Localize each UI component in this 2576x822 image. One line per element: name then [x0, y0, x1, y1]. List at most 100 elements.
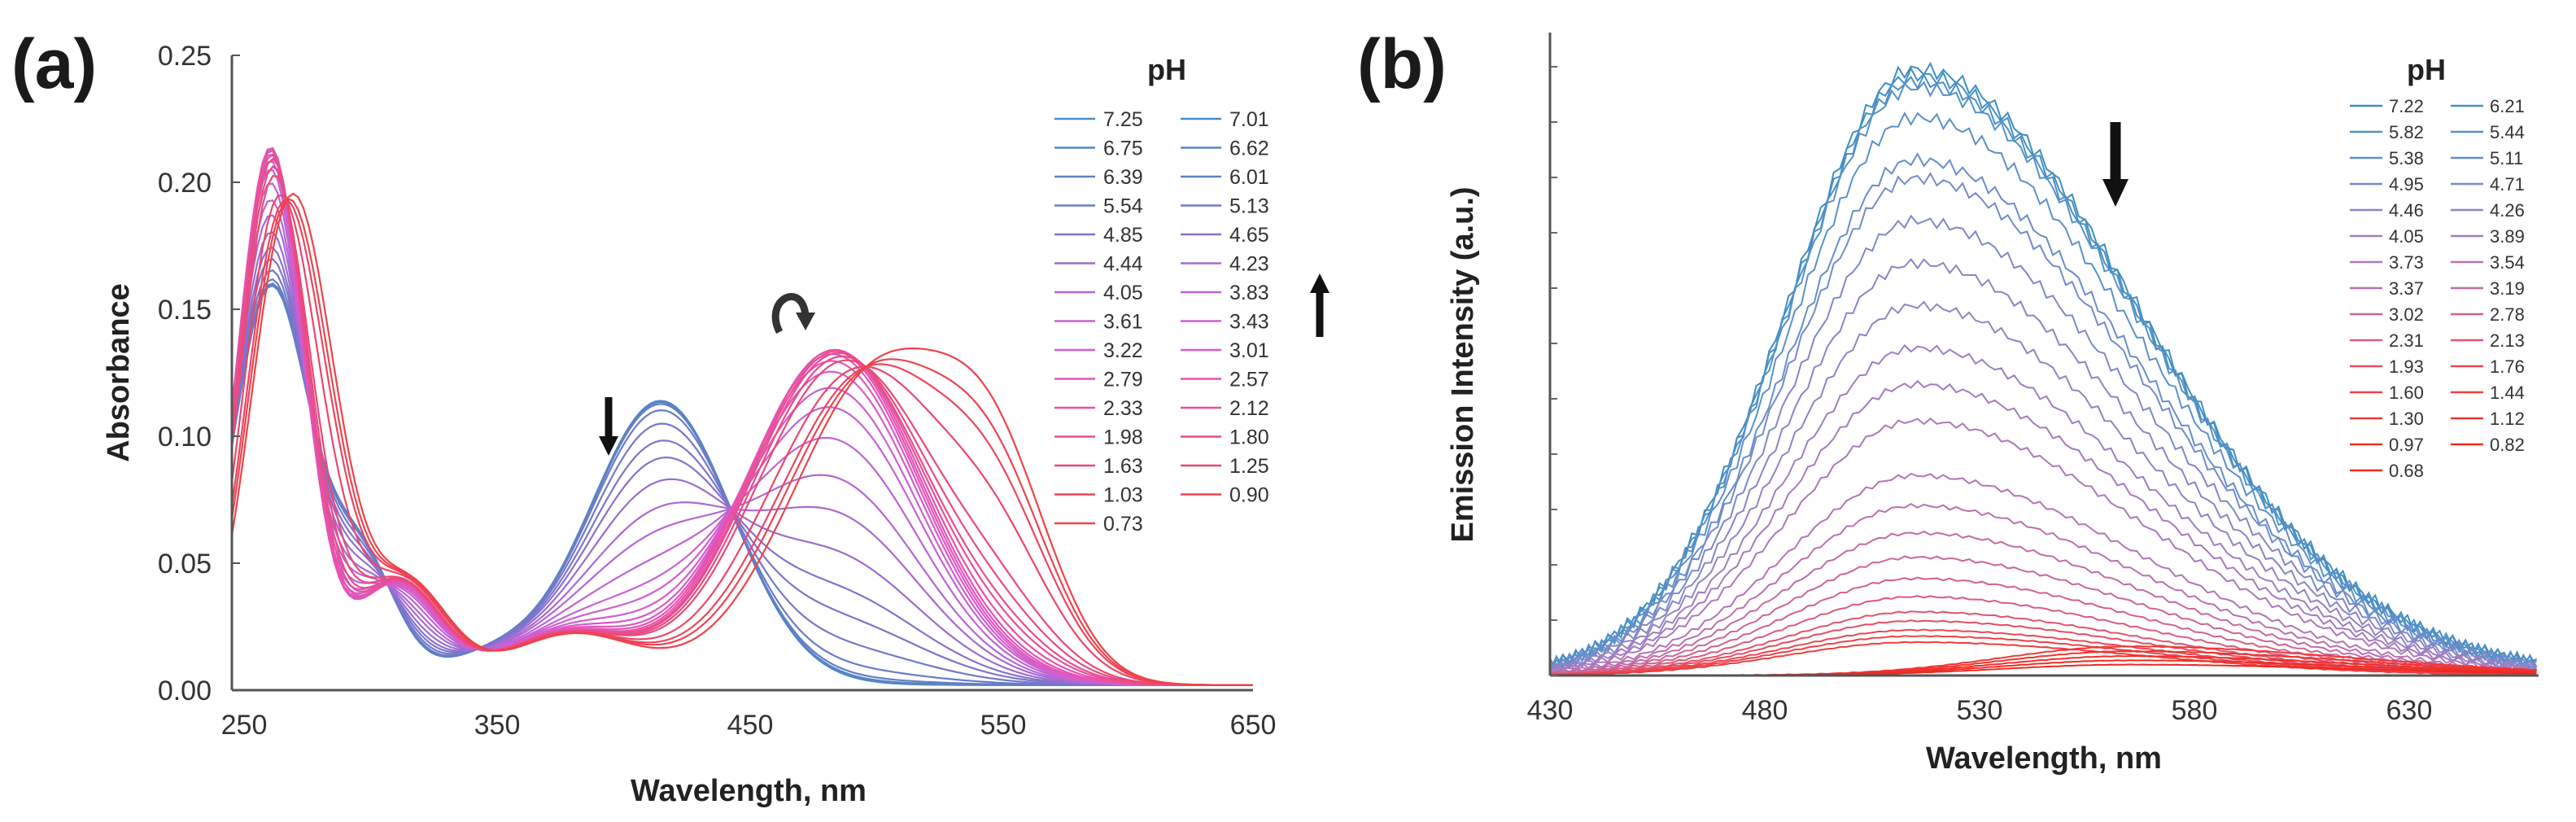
absorbance-series — [230, 182, 1253, 686]
y-axis-ticks: 0.00 0.05 0.10 0.15 0.20 0.25 — [158, 41, 240, 706]
legend-label: 2.79 — [1103, 369, 1143, 391]
absorbance-curves — [230, 146, 1254, 686]
legend-label: 4.05 — [1103, 282, 1143, 304]
legend-label: 5.54 — [1103, 195, 1143, 218]
legend-label: 1.44 — [2490, 383, 2525, 403]
legend-label: 2.13 — [2490, 330, 2525, 351]
legend-label: 4.05 — [2389, 226, 2424, 247]
emission-series — [1549, 258, 2538, 672]
legend-label: 4.85 — [1103, 224, 1143, 247]
x-axis-title: Wavelength, nm — [631, 774, 867, 808]
legend-label: 4.26 — [2490, 200, 2525, 221]
legend-label: 2.12 — [1229, 397, 1269, 420]
absorbance-series — [230, 258, 1253, 686]
y-tick-label: 0.00 — [158, 676, 212, 706]
legend-label: 6.39 — [1103, 166, 1143, 189]
legend-label: 1.60 — [2389, 383, 2424, 403]
emission-series — [1549, 111, 2538, 671]
absorbance-series — [230, 168, 1253, 686]
legend-label: 2.57 — [1229, 369, 1269, 391]
y-axis-title: Absorbance — [102, 283, 136, 462]
legend-label: 7.25 — [1103, 108, 1143, 131]
absorbance-series — [230, 149, 1253, 686]
absorbance-series — [230, 269, 1253, 686]
panel-a-label: (a) — [11, 25, 97, 103]
legend-label: 3.19 — [2490, 278, 2525, 299]
y-tick-label: 0.25 — [158, 41, 212, 72]
legend-label: 3.54 — [2490, 252, 2525, 273]
emission-series — [1549, 472, 2537, 675]
legend-label: 7.22 — [2389, 96, 2424, 116]
legend-label: 1.03 — [1103, 484, 1143, 507]
legend-title: pH — [2407, 53, 2446, 86]
curved-arrow-icon — [771, 293, 815, 334]
legend-label: 3.43 — [1229, 311, 1269, 334]
legend-label: 1.93 — [2389, 356, 2424, 377]
legend-label: 3.02 — [2389, 304, 2424, 325]
legend-label: 6.21 — [2490, 96, 2525, 116]
emission-series — [1549, 576, 2537, 676]
y-tick-label: 0.20 — [158, 168, 212, 199]
absorbance-series — [230, 149, 1253, 686]
absorbance-series — [230, 214, 1253, 686]
legend-label: 1.76 — [2490, 356, 2525, 377]
absorbance-series — [230, 197, 1253, 686]
emission-series — [1549, 343, 2537, 673]
legend-label: 7.01 — [1229, 108, 1269, 131]
x-tick-label: 530 — [1957, 695, 2003, 726]
absorbance-series — [230, 278, 1253, 686]
y-tick-label: 0.10 — [158, 422, 212, 453]
x-tick-label: 650 — [1230, 710, 1277, 741]
down-arrow-icon — [599, 397, 618, 456]
legend-title: pH — [1147, 53, 1186, 86]
legend-label: 2.31 — [2389, 330, 2424, 351]
absorbance-series — [230, 199, 1254, 686]
legend: 7.25 7.01 6.75 6.62 6.39 6.01 5.54 5.13 4.85 4.65… — [1054, 108, 1269, 536]
absorbance-series — [230, 153, 1253, 686]
absorbance-series — [230, 165, 1253, 686]
x-axis-title: Wavelength, nm — [1926, 741, 2162, 776]
absorbance-series — [230, 199, 1253, 686]
x-tick-label: 250 — [221, 710, 268, 741]
emission-series — [1549, 379, 2538, 674]
legend-label: 1.25 — [1229, 455, 1269, 478]
x-tick-label: 450 — [727, 710, 774, 741]
x-axis-ticks: 250 350 450 550 650 — [221, 710, 1277, 741]
legend-label: 0.68 — [2389, 461, 2424, 481]
absorbance-series — [230, 160, 1253, 686]
x-tick-label: 580 — [2172, 695, 2218, 726]
legend-label: 6.75 — [1103, 138, 1143, 160]
absorbance-series — [230, 153, 1253, 686]
legend-label: 5.44 — [2490, 122, 2525, 142]
legend-label: 5.38 — [2389, 148, 2424, 168]
absorbance-series — [230, 157, 1253, 686]
legend-label: 1.30 — [2389, 409, 2424, 429]
up-arrow-icon — [1310, 273, 1329, 337]
legend-label: 4.44 — [1103, 253, 1143, 276]
legend-label: 3.61 — [1103, 311, 1143, 334]
emission-series — [1550, 619, 2537, 676]
emission-series — [1549, 530, 2537, 676]
legend-label: 0.73 — [1103, 513, 1143, 536]
emission-series — [1549, 417, 2537, 674]
absorbance-chart: 0.00 0.05 0.10 0.15 0.20 0.25 250 350 45… — [102, 41, 1329, 808]
x-tick-label: 550 — [980, 710, 1027, 741]
legend-label: 5.11 — [2490, 148, 2523, 168]
legend-label: 0.97 — [2389, 435, 2424, 455]
legend-label: 5.82 — [2389, 122, 2424, 142]
legend-label: 3.83 — [1229, 282, 1269, 304]
absorbance-series — [230, 146, 1253, 686]
legend-label: 1.98 — [1103, 426, 1143, 449]
y-tick-label: 0.05 — [158, 549, 212, 579]
absorbance-series — [230, 192, 1253, 686]
legend-label: 2.33 — [1103, 397, 1143, 420]
absorbance-series — [230, 246, 1253, 686]
legend-label: 1.80 — [1229, 426, 1269, 449]
legend-label: 4.46 — [2389, 200, 2424, 221]
legend-label: 4.23 — [1229, 253, 1269, 276]
legend-label: 1.63 — [1103, 455, 1143, 478]
emission-series — [1549, 172, 2537, 673]
absorbance-series — [230, 175, 1253, 686]
legend-label: 6.62 — [1229, 138, 1269, 160]
